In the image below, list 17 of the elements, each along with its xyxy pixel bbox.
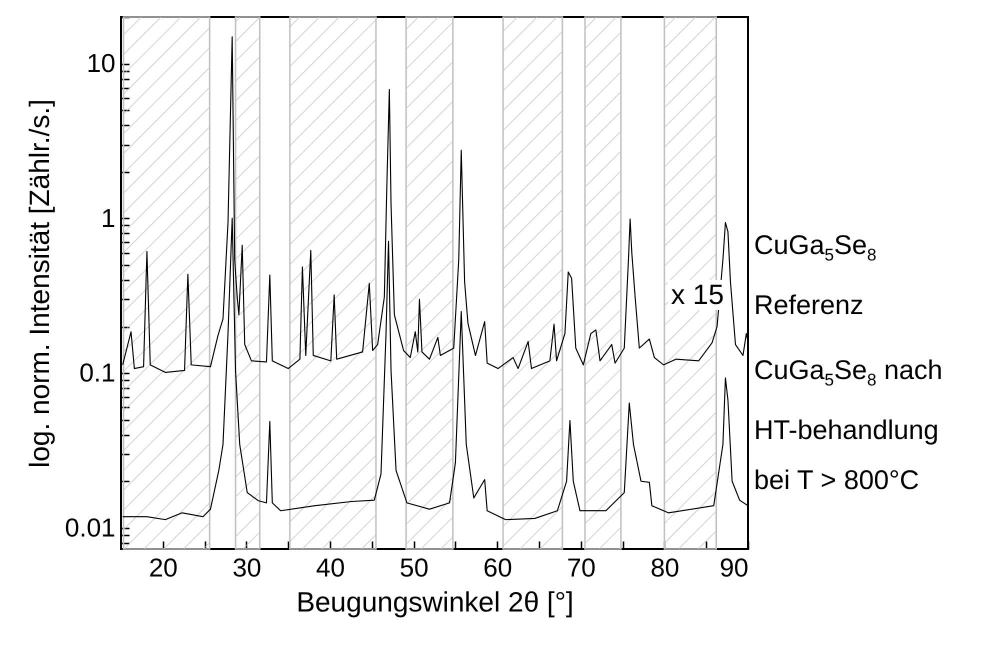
x-tick-label: 30	[232, 552, 262, 582]
y-tick-label: 10	[86, 48, 116, 78]
y-tick-label: 0.1	[79, 358, 116, 388]
x-tick-label: 50	[400, 552, 429, 582]
annotation: x 15	[668, 279, 727, 310]
x-tick-label: 60	[483, 552, 512, 582]
text: CuGa$_{5}$Se$_{8}$ Referenz	[754, 230, 877, 320]
x-tick-label: 90	[720, 552, 748, 582]
x-tick-label: 70	[566, 552, 596, 582]
y-tick-label: 0.01	[64, 512, 116, 542]
y-axis-title: log. norm. Intensität [Zählr./s.]	[24, 99, 55, 468]
x-tick-label: 80	[650, 552, 680, 582]
x-tick-label: 40	[316, 552, 345, 582]
y-tick-label: 1	[101, 202, 116, 233]
x-axis-title: Beugungswinkel 2θ [°]	[296, 586, 574, 618]
series-label: CuGa$_{5}$Se$_{8}$ nach HT-behandlung bei T > 800°C	[754, 354, 944, 498]
x-tick-label: 20	[148, 552, 178, 582]
